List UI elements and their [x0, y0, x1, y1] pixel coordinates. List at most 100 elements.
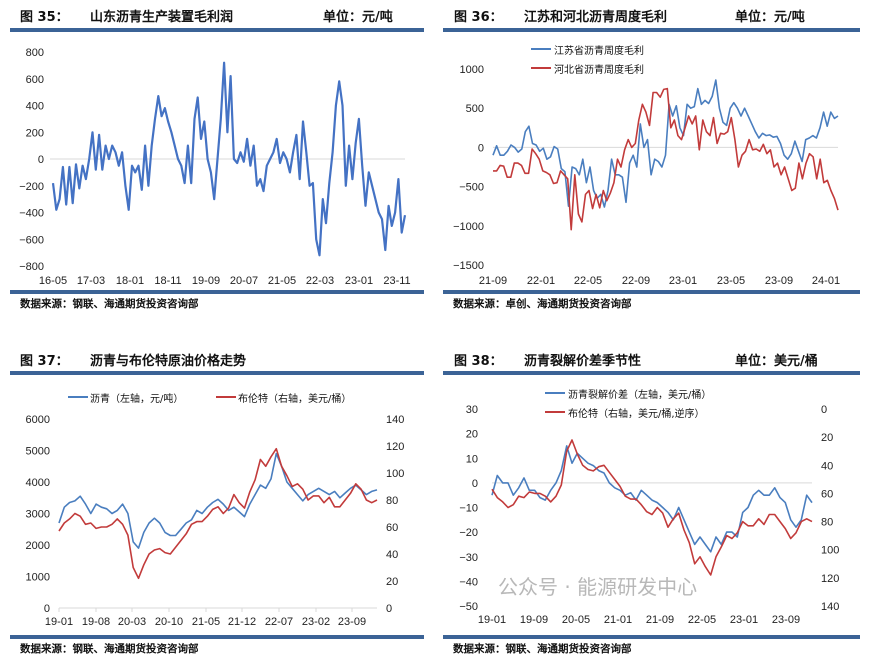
c36-x-tick-label: 23-01: [669, 275, 697, 287]
c36-y-tick-label: 500: [466, 103, 484, 115]
legend-swatch-crack: [545, 392, 565, 394]
c38-series-0-line: [491, 445, 813, 553]
c37-x-tick-label: 20-03: [118, 616, 146, 628]
c38-x-tick-label: 21-09: [646, 614, 674, 626]
c35-x-tick-label: 21-05: [268, 275, 296, 287]
c36-x-tick-label: 21-09: [479, 275, 507, 287]
c36-y-tick-label: 1000: [460, 64, 484, 76]
source-note-37: 数据来源：钢联、海通期货投资咨询部: [20, 643, 199, 655]
chart-unit-36: 单位：元/吨: [735, 10, 805, 25]
legend-label-hebei: 河北省沥青周度毛利: [554, 65, 644, 76]
c38-y-tick-label: −40: [459, 576, 478, 588]
c37-y2-tick-label: 140: [386, 414, 404, 426]
c35-x-tick-label: 22-03: [306, 275, 334, 287]
c37-x-tick-label: 23-09: [338, 616, 366, 628]
c35-x-tick-label: 17-03: [77, 275, 105, 287]
c35-y-tick-label: 400: [26, 101, 44, 113]
c36-x-tick-label: 22-09: [622, 275, 650, 287]
figure-label-36: 图 36：: [454, 10, 503, 25]
legend-label-crack: 沥青裂解价差（左轴，美元/桶）: [568, 390, 712, 401]
c38-y2-tick-label: 20: [821, 432, 833, 444]
c38-y2-tick-label: 100: [821, 545, 839, 557]
c37-x-tick-label: 21-05: [192, 616, 220, 628]
c38-x-tick-label: 22-05: [688, 614, 716, 626]
c37-y2-tick-label: 60: [386, 522, 398, 534]
c38-y2-tick-label: 120: [821, 573, 839, 585]
c37-y2-tick-label: 0: [386, 603, 392, 615]
c35-x-tick-label: 20-07: [230, 275, 258, 287]
figure-label-38: 图 38：: [454, 354, 503, 369]
chart-unit-35: 单位：元/吨: [323, 10, 393, 25]
c38-y2-tick-label: 60: [821, 488, 833, 500]
c35-x-tick-label: 18-11: [154, 275, 181, 287]
c35-x-tick-label: 16-05: [39, 275, 67, 287]
c35-y-tick-label: −400: [19, 208, 44, 220]
c36-y-tick-label: −1500: [453, 260, 484, 272]
c38-y-tick-label: 20: [466, 429, 478, 441]
c37-x-tick-label: 22-07: [265, 616, 293, 628]
c36-x-tick-label: 23-05: [717, 275, 745, 287]
chart-title-37: 沥青与布伦特原油价格走势: [90, 354, 247, 369]
c35-y-tick-label: −800: [19, 261, 44, 273]
c38-y2-tick-label: 40: [821, 460, 833, 472]
legend-label-jiangsu: 江苏省沥青周度毛利: [554, 46, 644, 57]
c37-y-tick-label: 3000: [26, 509, 50, 521]
c37-x-tick-label: 23-02: [302, 616, 330, 628]
c37-y-tick-label: 2000: [26, 540, 50, 552]
legend-swatch-brent: [216, 396, 236, 398]
footer-divider-36: [443, 290, 860, 294]
c35-y-tick-label: 0: [38, 154, 44, 166]
c38-y-tick-label: −50: [459, 601, 478, 613]
c37-y-tick-label: 4000: [26, 477, 50, 489]
c38-y-tick-label: 10: [466, 453, 478, 465]
c36-x-tick-label: 22-05: [574, 275, 602, 287]
c37-y2-tick-label: 20: [386, 576, 398, 588]
c35-x-tick-label: 23-11: [383, 275, 410, 287]
chart-title-38: 沥青裂解价差季节性: [524, 354, 642, 369]
c37-y2-tick-label: 40: [386, 549, 398, 561]
c38-x-tick-label: 19-09: [520, 614, 548, 626]
legend-label-brent: 布伦特（右轴，美元/桶）: [238, 394, 352, 405]
c37-series-0-line: [58, 452, 378, 549]
c35-x-tick-label: 18-01: [116, 275, 144, 287]
c38-y-tick-label: −10: [459, 503, 478, 515]
header-divider-36: [443, 28, 860, 32]
c36-y-tick-label: −1000: [453, 221, 484, 233]
legend-label-asphalt: 沥青（左轴，元/吨）: [90, 394, 184, 405]
c38-y2-tick-label: 140: [821, 601, 839, 613]
watermark: 公众号 · 能源研发中心: [498, 575, 698, 599]
c35-y-tick-label: −600: [19, 234, 44, 246]
c38-y-tick-label: −30: [459, 552, 478, 564]
c38-y2-tick-label: 80: [821, 517, 833, 529]
figure-label-37: 图 37：: [20, 354, 69, 369]
legend-swatch-jiangsu: [531, 48, 551, 50]
c37-y-tick-label: 5000: [26, 446, 50, 458]
legend-label-brent-reversed: 布伦特（右轴，美元/桶,逆序）: [568, 409, 705, 420]
c37-y-tick-label: 6000: [26, 414, 50, 426]
legend-swatch-hebei: [531, 67, 551, 69]
header-divider-35: [10, 28, 424, 32]
c38-y2-tick-label: 0: [821, 404, 827, 416]
c37-y-tick-label: 1000: [26, 572, 50, 584]
c38-y-tick-label: −20: [459, 527, 478, 539]
c37-x-tick-label: 20-10: [155, 616, 183, 628]
legend-swatch-brent-reversed: [545, 411, 565, 413]
chart-unit-38: 单位：美元/桶: [735, 354, 818, 369]
figure-label-35: 图 35：: [20, 10, 69, 25]
c38-y-tick-label: 30: [466, 404, 478, 416]
c36-y-tick-label: −500: [459, 182, 484, 194]
c36-series-1-line: [493, 87, 839, 231]
c37-y2-tick-label: 80: [386, 495, 398, 507]
legend-swatch-asphalt: [68, 396, 88, 398]
footer-divider-38: [443, 635, 860, 639]
c37-x-tick-label: 21-12: [228, 616, 256, 628]
chart-title-36: 江苏和河北沥青周度毛利: [524, 10, 668, 25]
chart-title-35: 山东沥青生产装置毛利润: [90, 10, 234, 25]
c38-x-tick-label: 23-09: [772, 614, 800, 626]
c37-x-tick-label: 19-08: [82, 616, 110, 628]
c35-x-tick-label: 19-09: [192, 275, 220, 287]
c38-x-tick-label: 23-01: [730, 614, 758, 626]
c37-y2-tick-label: 120: [386, 441, 404, 453]
c37-y-tick-label: 0: [44, 603, 50, 615]
source-note-38: 数据来源：钢联、海通期货投资咨询部: [453, 643, 632, 655]
